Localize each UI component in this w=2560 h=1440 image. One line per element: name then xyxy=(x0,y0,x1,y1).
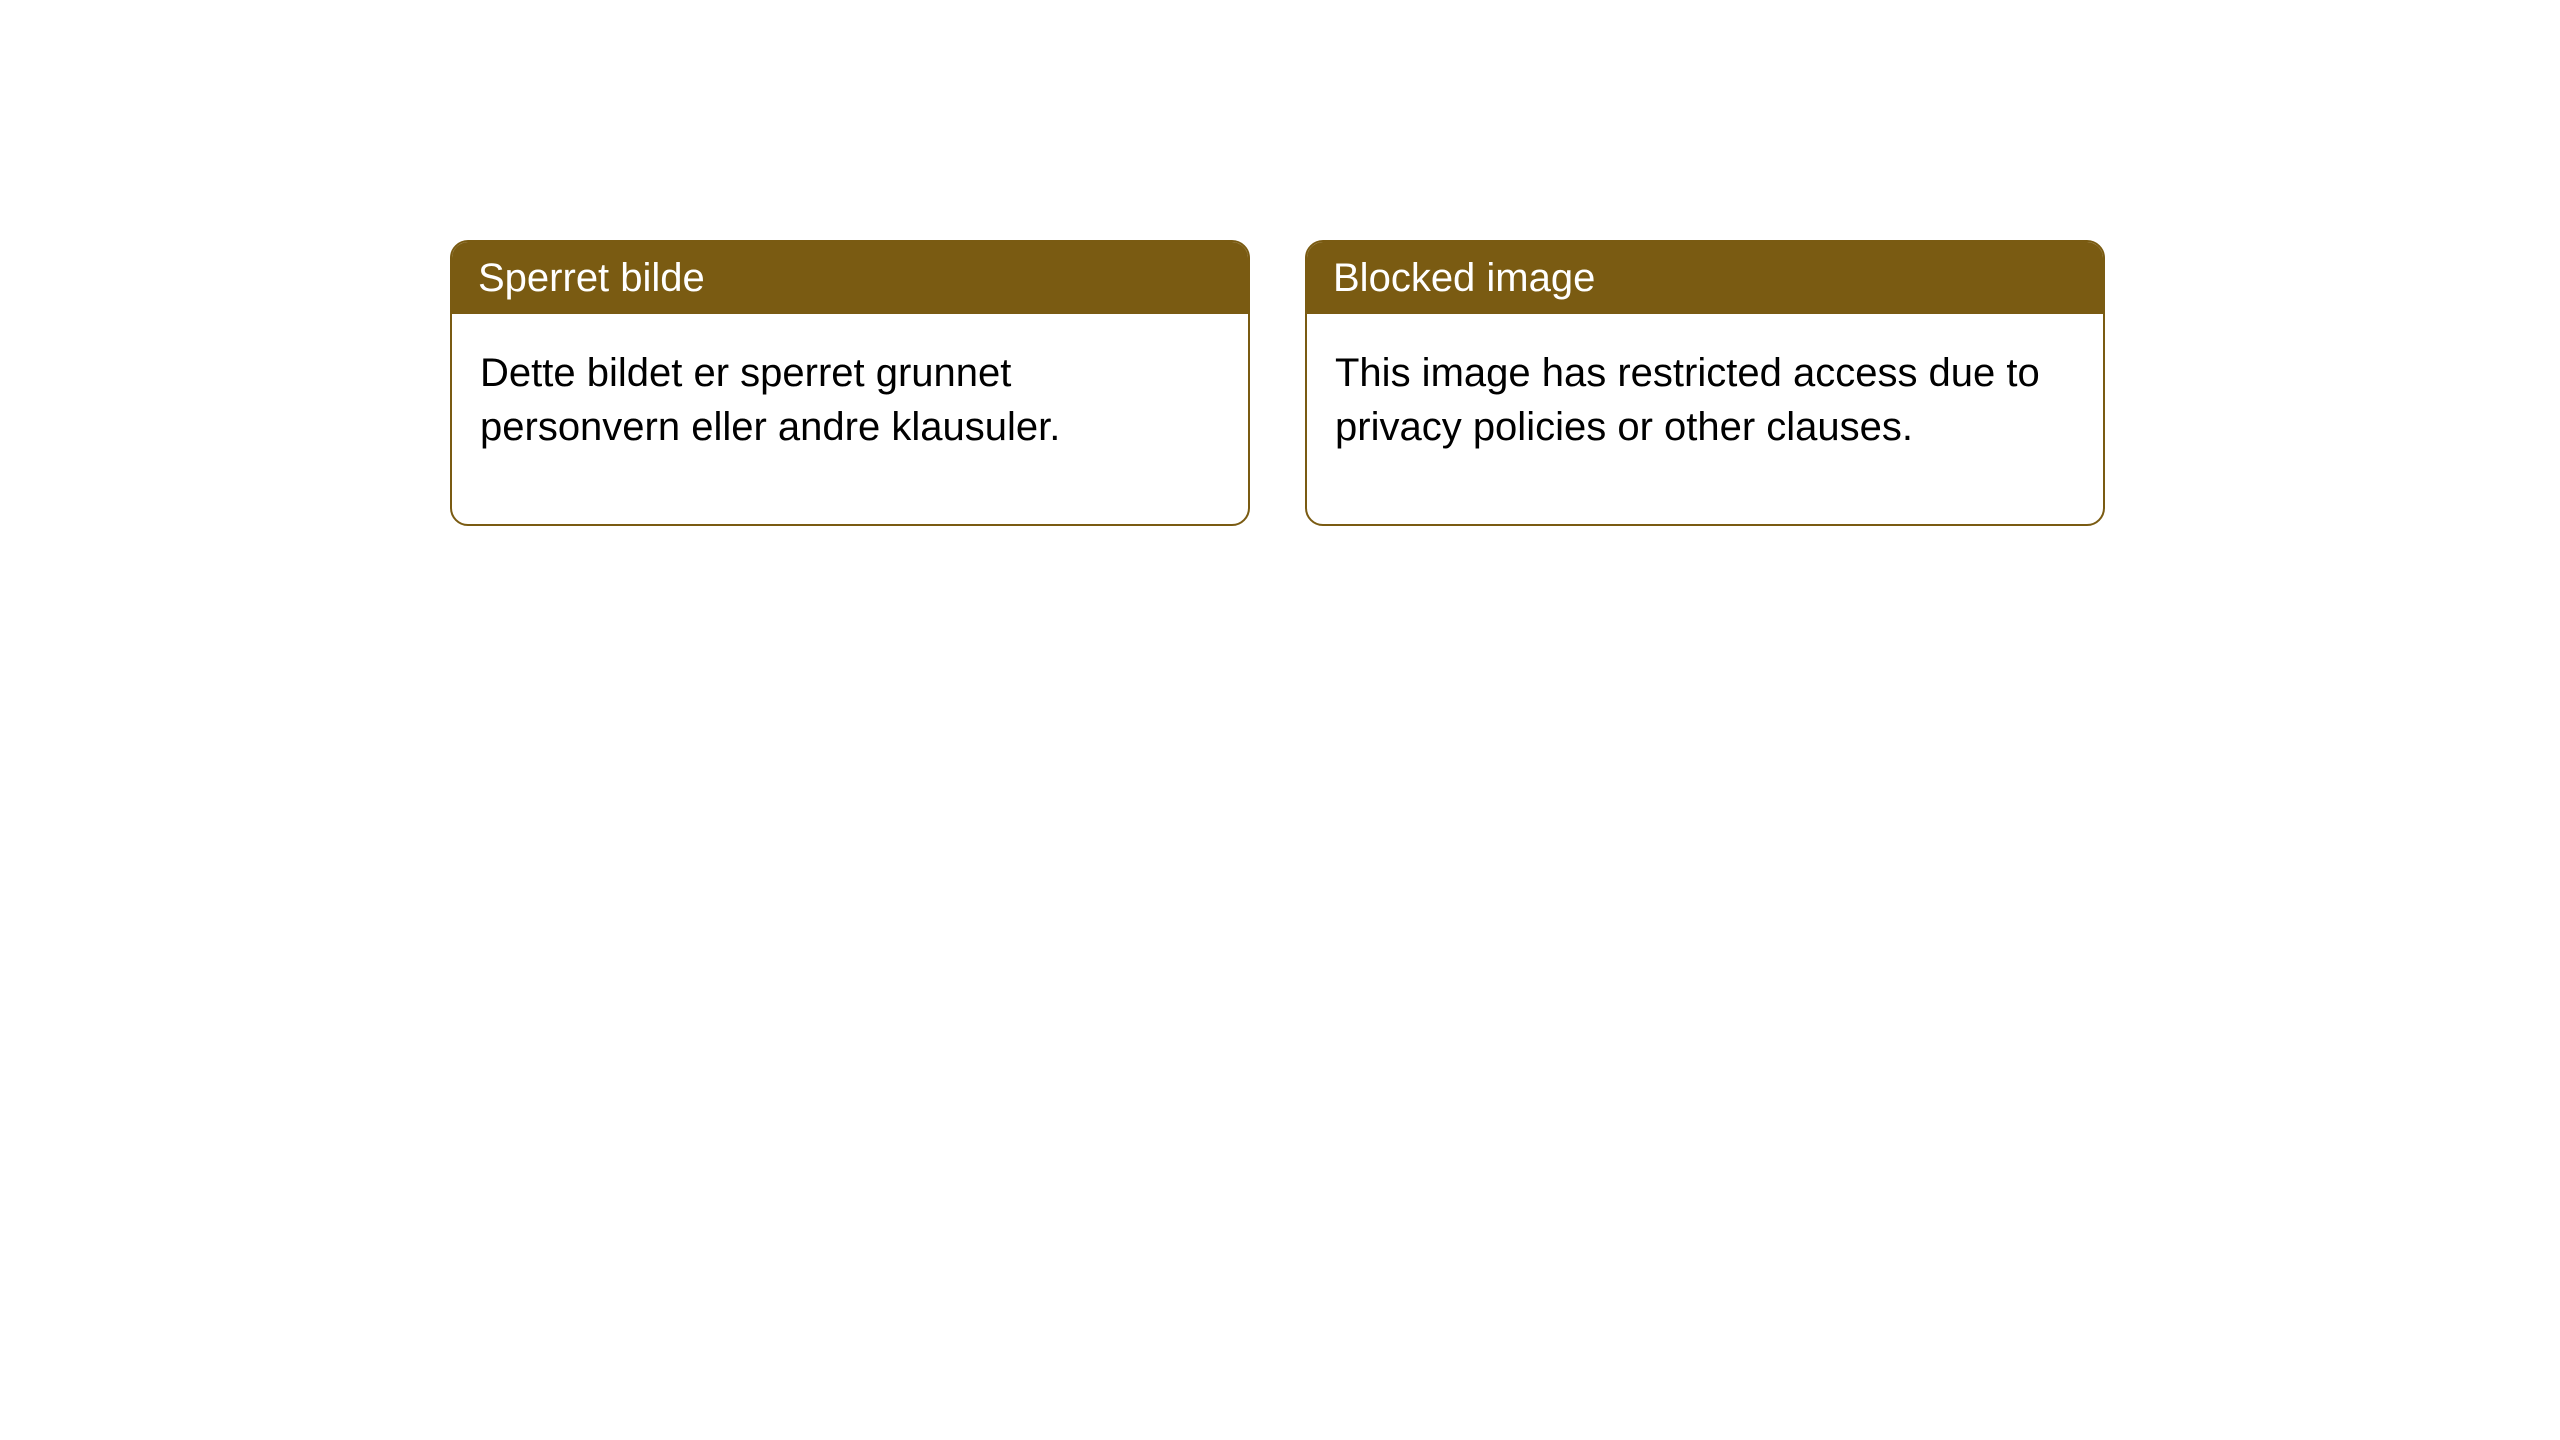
notice-card-body: Dette bildet er sperret grunnet personve… xyxy=(452,314,1248,524)
notice-card-norwegian: Sperret bilde Dette bildet er sperret gr… xyxy=(450,240,1250,526)
notice-container: Sperret bilde Dette bildet er sperret gr… xyxy=(450,240,2105,526)
notice-card-english: Blocked image This image has restricted … xyxy=(1305,240,2105,526)
notice-card-title: Blocked image xyxy=(1307,242,2103,314)
notice-card-title: Sperret bilde xyxy=(452,242,1248,314)
notice-card-body: This image has restricted access due to … xyxy=(1307,314,2103,524)
